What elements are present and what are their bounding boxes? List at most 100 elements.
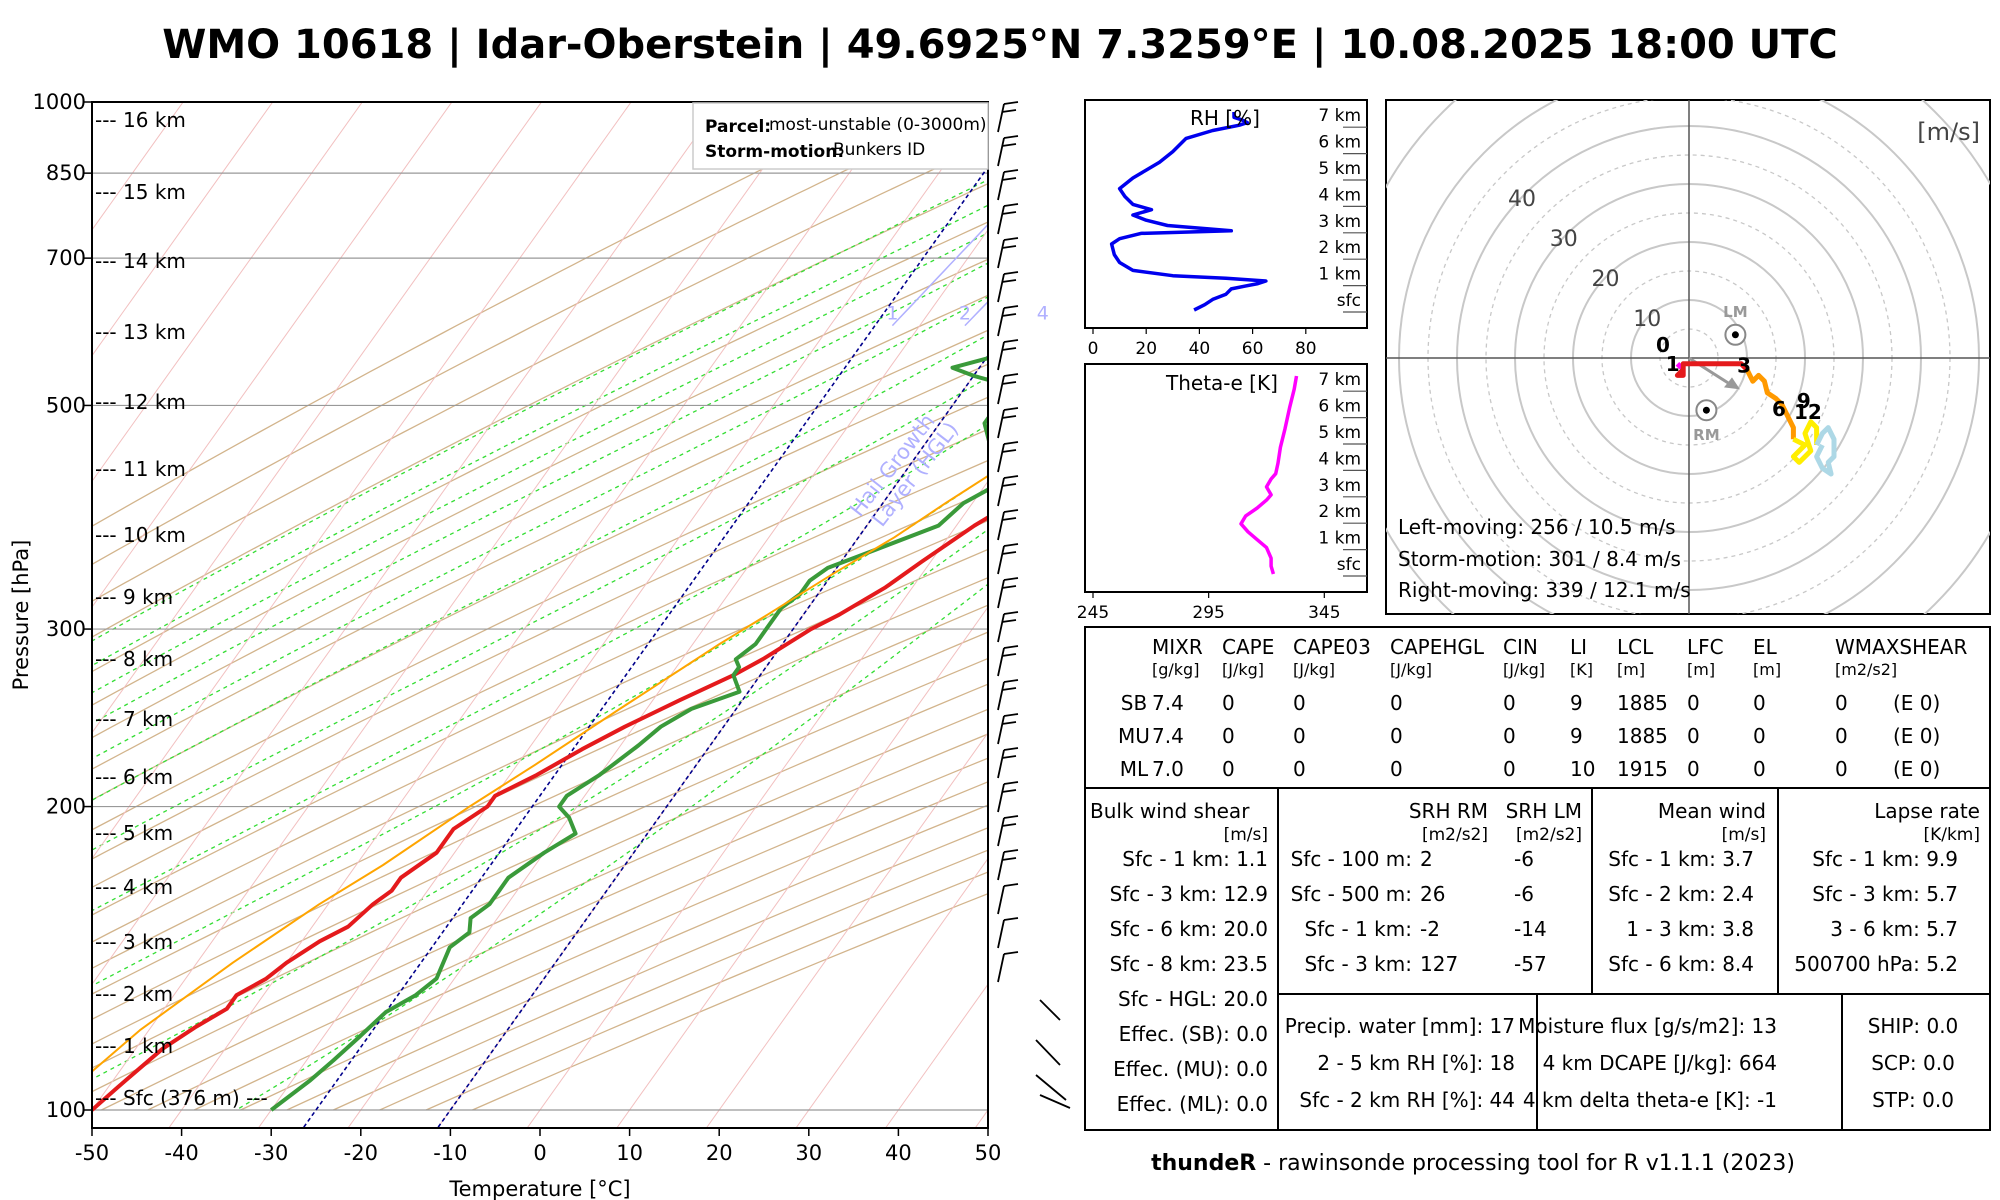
- index-cell: 0: [1753, 724, 1766, 748]
- wind-barb-shaft: [1035, 1074, 1067, 1101]
- theta-title: Theta-e [K]: [1165, 371, 1278, 395]
- index-cell: 0: [1687, 691, 1700, 715]
- legend-storm-value: Bunkers ID: [833, 140, 925, 160]
- shear-title: Bulk wind shear: [1090, 799, 1250, 823]
- wind-barb-flag: [1001, 857, 1017, 861]
- wind-barb-shaft: [997, 749, 1005, 779]
- index-cell: 0: [1390, 757, 1403, 781]
- mixing-ratio-label: 1: [886, 303, 898, 325]
- hodo-ring-label: 10: [1633, 307, 1661, 332]
- srh-rm-value: 127: [1420, 952, 1458, 976]
- dry-adiabat: [92, 329, 988, 770]
- legend-parcel-key: Parcel:: [705, 117, 771, 137]
- x-tick-label: 0: [533, 1141, 546, 1165]
- figure-title: WMO 10618 | Idar-Oberstein | 49.6925°N 7…: [162, 22, 1838, 69]
- isotherm: [616, 606, 988, 1128]
- meanwind-row: Sfc - 6 km: 8.4: [1608, 952, 1754, 976]
- legend-storm-key: Storm-motion:: [705, 142, 844, 162]
- index-column-name: CAPE: [1222, 635, 1274, 659]
- height-label: --- 10 km: [95, 523, 186, 547]
- footer-credit: thundeR - rawinsonde processing tool for…: [1151, 1151, 1795, 1176]
- wind-barb-shaft: [997, 205, 1005, 235]
- x-tick-label: 30: [795, 1141, 822, 1165]
- wind-barb-shaft: [1039, 1094, 1071, 1109]
- height-tick-label: 7 km: [1318, 370, 1361, 390]
- height-label: --- 12 km: [95, 390, 186, 414]
- wind-barb-shaft: [997, 953, 1005, 983]
- shear-row: Sfc - HGL: 20.0: [1118, 987, 1268, 1011]
- wind-barb-flag: [1001, 551, 1017, 555]
- index-cell: 0: [1503, 757, 1516, 781]
- lapse-row: Sfc - 1 km: 9.9: [1812, 847, 1958, 871]
- dry-adiabat: [92, 459, 988, 889]
- x-tick-label: 245: [1077, 603, 1109, 623]
- hodo-ring-label: 40: [1508, 187, 1536, 212]
- srh-rm-unit: [m2/s2]: [1422, 825, 1488, 845]
- moist-adiabat: [92, 204, 988, 667]
- index-column-unit: [J/kg]: [1222, 660, 1264, 679]
- lapse-row: 3 - 6 km: 5.7: [1830, 917, 1958, 941]
- mixing-ratio-label: 4: [1037, 303, 1049, 325]
- index-row-label: ML: [1120, 757, 1149, 781]
- hodo-segment-0-1km: [1675, 362, 1683, 370]
- index-cell: 1885: [1617, 724, 1668, 748]
- height-label: --- 11 km: [95, 457, 186, 481]
- shear-row: Sfc - 1 km: 1.1: [1122, 847, 1268, 871]
- hodo-height-mark: 9: [1797, 389, 1811, 413]
- isotherm: [347, 228, 988, 1128]
- meanwind-unit: [m/s]: [1722, 825, 1766, 845]
- moist-adiabat: [92, 296, 988, 760]
- lapse-row: 500700 hPa: 5.2: [1794, 952, 1958, 976]
- hodo-info-right: Right-moving: 339 / 12.1 m/s: [1398, 578, 1691, 602]
- meanwind-row: 1 - 3 km: 3.8: [1626, 917, 1754, 941]
- hodo-height-mark: 0: [1656, 333, 1670, 357]
- x-tick-label: 50: [975, 1141, 1002, 1165]
- skewt-ylabel: Pressure [hPa]: [9, 540, 33, 691]
- wind-barb-shaft: [997, 919, 1005, 949]
- skewt-legend: Parcel: most-unstable (0-3000m) Storm-mo…: [692, 102, 989, 170]
- index-cell: 7.4: [1152, 724, 1184, 748]
- isotherm: [92, 102, 363, 483]
- index-column-unit: [J/kg]: [1293, 660, 1335, 679]
- lm-marker-label: LM: [1723, 303, 1748, 321]
- wind-barb-shaft: [997, 715, 1005, 745]
- height-tick-label: 4 km: [1318, 185, 1361, 205]
- wind-barb-flag: [1001, 449, 1017, 453]
- wind-barb-flag: [1003, 543, 1019, 547]
- wind-barb-shaft: [997, 375, 1005, 405]
- isotherm: [92, 102, 632, 860]
- srh-lm-unit: [m2/s2]: [1516, 825, 1582, 845]
- height-label: --- 4 km: [95, 875, 173, 899]
- wind-barb-flag: [1001, 585, 1017, 589]
- index-cell: 1915: [1617, 757, 1668, 781]
- x-tick-label: 40: [1189, 339, 1211, 359]
- x-tick-label: 40: [885, 1141, 912, 1165]
- height-label: --- 16 km: [95, 108, 186, 132]
- legend-parcel-value: most-unstable (0-3000m): [769, 115, 987, 135]
- height-label: --- 1 km: [95, 1034, 173, 1058]
- wind-barb-flag: [1003, 305, 1019, 309]
- x-tick-label: 10: [616, 1141, 643, 1165]
- wind-barb-flag: [1001, 517, 1017, 521]
- index-cell: 0: [1390, 691, 1403, 715]
- height-label: --- 7 km: [95, 707, 173, 731]
- wind-barb-flag: [1001, 721, 1017, 725]
- height-tick-label: sfc: [1337, 555, 1361, 575]
- wind-barb-flag: [1001, 755, 1017, 759]
- height-tick-label: 2 km: [1318, 238, 1361, 258]
- dewpoint-line: [269, 356, 988, 1112]
- moisture-row: 2 - 5 km RH [%]: 18: [1317, 1051, 1515, 1075]
- wind-barb-flag: [1001, 347, 1017, 351]
- wind-barb-flag: [1003, 169, 1019, 173]
- index-cell: 0: [1293, 724, 1306, 748]
- hodo-segment-1-3km: [1674, 361, 1749, 378]
- wind-barb-shaft: [997, 409, 1005, 439]
- lm-marker-dot: [1731, 331, 1739, 339]
- hodo-height-mark: 1: [1666, 352, 1680, 376]
- height-tick-label: 4 km: [1318, 449, 1361, 469]
- dry-adiabat: [92, 604, 988, 1021]
- x-tick-label: 20: [1135, 339, 1157, 359]
- hodo-ring-label: 20: [1591, 267, 1619, 292]
- dry-adiabat: [92, 294, 988, 739]
- wind-barb-shaft: [997, 647, 1005, 677]
